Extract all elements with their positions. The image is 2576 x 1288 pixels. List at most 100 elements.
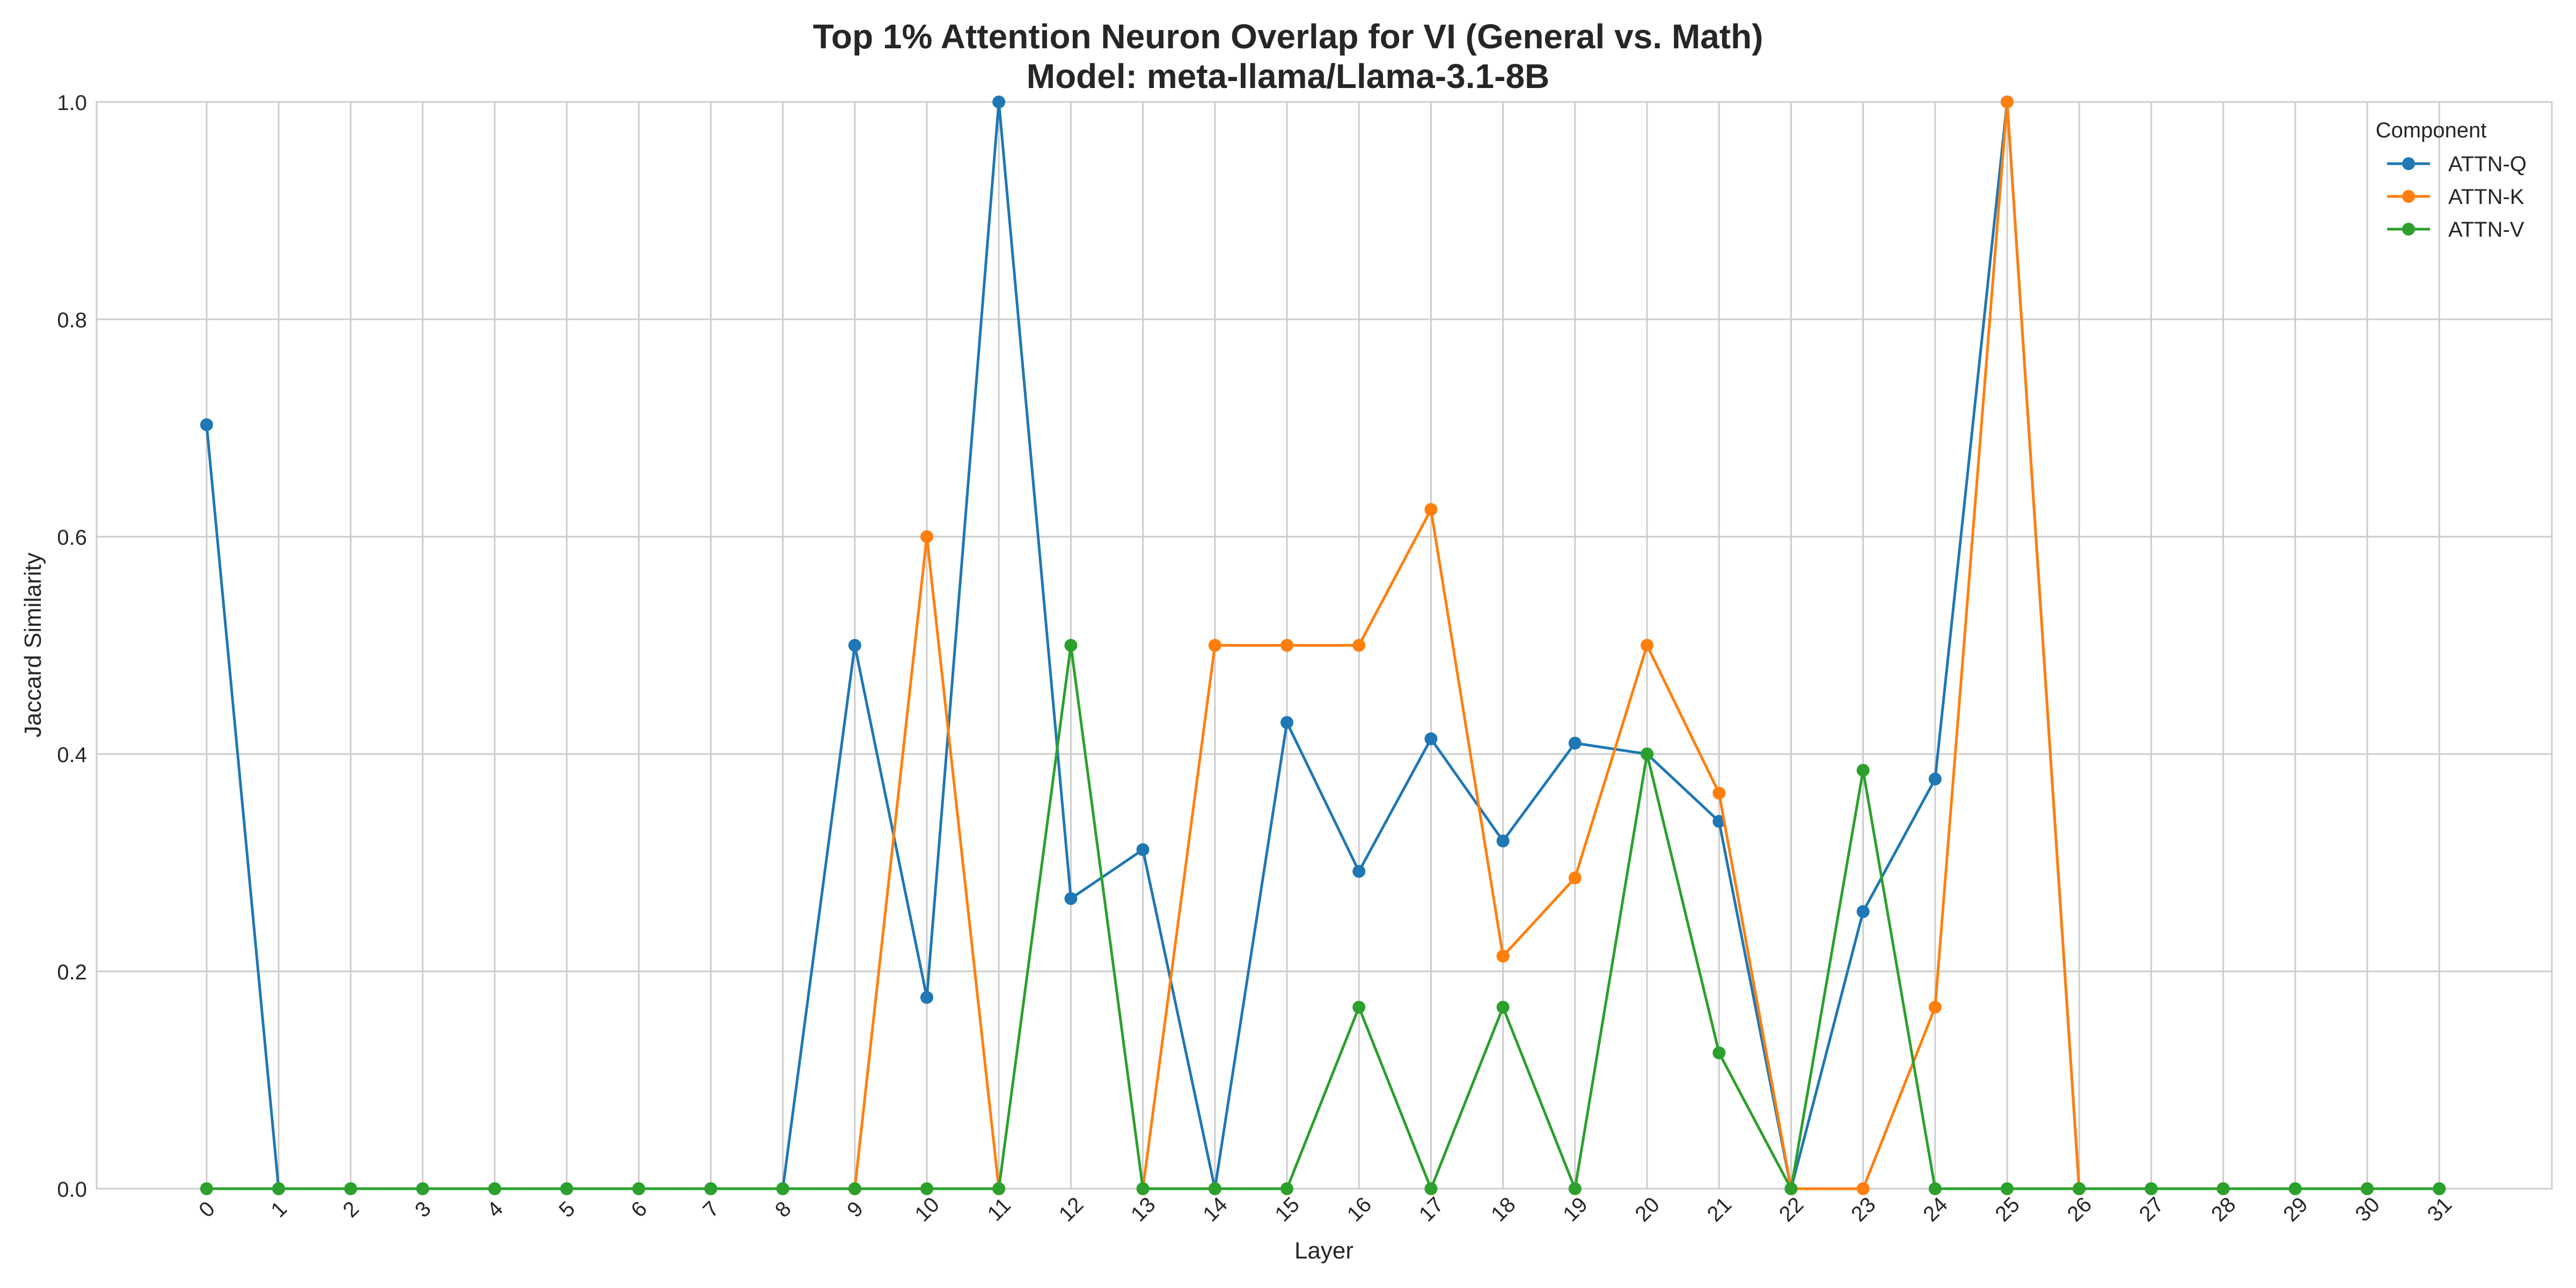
x-tick-label: 14	[1198, 1192, 1232, 1226]
data-point-attn-v	[200, 1182, 213, 1195]
data-point-attn-q	[920, 991, 933, 1004]
x-tick-label: 20	[1630, 1192, 1664, 1226]
data-point-attn-v	[704, 1182, 718, 1195]
data-point-attn-q	[1928, 772, 1942, 786]
data-point-attn-v	[1568, 1182, 1582, 1195]
x-axis: 0 1 2 3 4 5 6 7 8 9 10 11 12 13 14 15 16 17 18 19 20 21 22 23 24…	[194, 1192, 2456, 1226]
data-point-attn-k	[1352, 639, 1366, 652]
data-point-attn-k	[920, 530, 933, 543]
legend-item-attn-q: ATTN-Q	[2387, 152, 2527, 176]
data-point-attn-v	[344, 1182, 357, 1195]
data-point-attn-q	[1352, 865, 1366, 878]
x-tick-label: 8	[771, 1197, 796, 1222]
data-point-attn-v	[920, 1182, 933, 1195]
x-tick-label: 27	[2135, 1192, 2169, 1226]
data-point-attn-v	[1208, 1182, 1221, 1195]
data-point-attn-v	[2145, 1182, 2158, 1195]
data-point-attn-q	[1136, 843, 1150, 857]
legend-marker	[2402, 190, 2415, 203]
legend-label: ATTN-K	[2448, 185, 2524, 209]
x-tick-label: 3	[411, 1197, 436, 1222]
x-tick-label: 29	[2279, 1192, 2312, 1226]
data-point-attn-v	[1064, 639, 1078, 652]
data-point-attn-k	[1568, 871, 1582, 884]
x-tick-label: 0	[194, 1197, 219, 1222]
data-point-attn-v	[632, 1182, 646, 1195]
data-point-attn-k	[1856, 1182, 1870, 1195]
data-point-attn-v	[272, 1182, 286, 1195]
x-tick-label: 15	[1270, 1192, 1304, 1226]
series-attn-k	[848, 96, 2086, 1195]
x-tick-label: 16	[1343, 1192, 1377, 1226]
legend-item-attn-v: ATTN-V	[2387, 218, 2524, 241]
data-point-attn-v	[1280, 1182, 1293, 1195]
legend-title: Component	[2376, 119, 2487, 142]
x-tick-label: 13	[1126, 1192, 1160, 1226]
data-point-attn-v	[2001, 1182, 2014, 1195]
data-point-attn-v	[2433, 1182, 2446, 1195]
legend: Component ATTN-Q ATTN-K ATTN-V	[2376, 119, 2527, 241]
data-point-attn-v	[416, 1182, 429, 1195]
x-tick-label: 21	[1703, 1192, 1737, 1226]
data-point-attn-k	[1280, 639, 1293, 652]
y-tick-label: 0.4	[57, 743, 87, 767]
y-tick-label: 0.0	[57, 1178, 87, 1202]
data-point-attn-k	[1208, 639, 1221, 652]
x-tick-label: 17	[1415, 1192, 1448, 1226]
series-layer	[200, 96, 2446, 1195]
data-point-attn-q	[1280, 716, 1293, 729]
x-axis-label: Layer	[1294, 1238, 1353, 1264]
x-tick-label: 6	[626, 1197, 652, 1222]
data-point-attn-v	[848, 1182, 861, 1195]
x-tick-label: 22	[1775, 1192, 1809, 1226]
data-point-attn-q	[200, 418, 213, 431]
x-tick-label: 18	[1487, 1192, 1520, 1226]
x-tick-label: 2	[339, 1197, 364, 1222]
data-point-attn-v	[1136, 1182, 1150, 1195]
data-point-attn-k	[1928, 1000, 1942, 1014]
data-point-attn-k	[1641, 639, 1653, 652]
chart-subtitle: Model: meta-llama/Llama-3.1-8B	[1026, 57, 1550, 96]
x-tick-label: 11	[983, 1193, 1015, 1225]
data-point-attn-v	[776, 1182, 789, 1195]
x-tick-label: 26	[2063, 1192, 2097, 1226]
legend-item-attn-k: ATTN-K	[2387, 185, 2524, 209]
y-axis-label: Jaccard Similarity	[20, 553, 46, 738]
data-point-attn-v	[1352, 1000, 1366, 1014]
x-tick-label: 24	[1919, 1192, 1952, 1226]
data-point-attn-q	[1064, 892, 1078, 905]
data-point-attn-k	[2001, 96, 2014, 108]
data-point-attn-v	[1784, 1182, 1798, 1195]
legend-label: ATTN-Q	[2448, 152, 2527, 176]
data-point-attn-v	[2216, 1182, 2230, 1195]
data-point-attn-q	[1568, 736, 1582, 750]
data-point-attn-v	[488, 1182, 501, 1195]
data-point-attn-v	[560, 1182, 573, 1195]
data-point-attn-k	[1713, 786, 1726, 800]
legend-label: ATTN-V	[2448, 218, 2524, 241]
x-tick-label: 9	[843, 1197, 868, 1222]
data-point-attn-q	[992, 96, 1006, 108]
series-attn-v	[200, 639, 2446, 1195]
x-tick-label: 31	[2423, 1192, 2457, 1226]
plot-frame	[96, 101, 2553, 1190]
series-line-attn-k	[1141, 100, 2081, 1190]
legend-marker	[2402, 157, 2415, 170]
x-tick-label: 30	[2351, 1192, 2384, 1226]
x-tick-label: 4	[482, 1197, 508, 1222]
data-point-attn-v	[2288, 1182, 2302, 1195]
x-tick-label: 10	[910, 1192, 944, 1226]
y-tick-label: 0.2	[57, 961, 87, 984]
data-point-attn-k	[1496, 949, 1510, 963]
data-point-attn-q	[1496, 835, 1510, 847]
data-point-attn-v	[1928, 1182, 1942, 1195]
series-line-attn-v	[207, 644, 2440, 1190]
data-point-attn-q	[1424, 732, 1438, 745]
legend-marker	[2402, 223, 2415, 236]
x-tick-label: 12	[1055, 1192, 1088, 1226]
y-tick-label: 0.6	[57, 526, 87, 550]
chart-title: Top 1% Attention Neuron Overlap for VI (…	[813, 17, 1763, 56]
y-tick-label: 0.8	[57, 309, 87, 332]
y-axis: 0.0 0.2 0.4 0.6 0.8 1.0	[57, 91, 87, 1202]
data-point-attn-v	[1496, 1000, 1510, 1014]
